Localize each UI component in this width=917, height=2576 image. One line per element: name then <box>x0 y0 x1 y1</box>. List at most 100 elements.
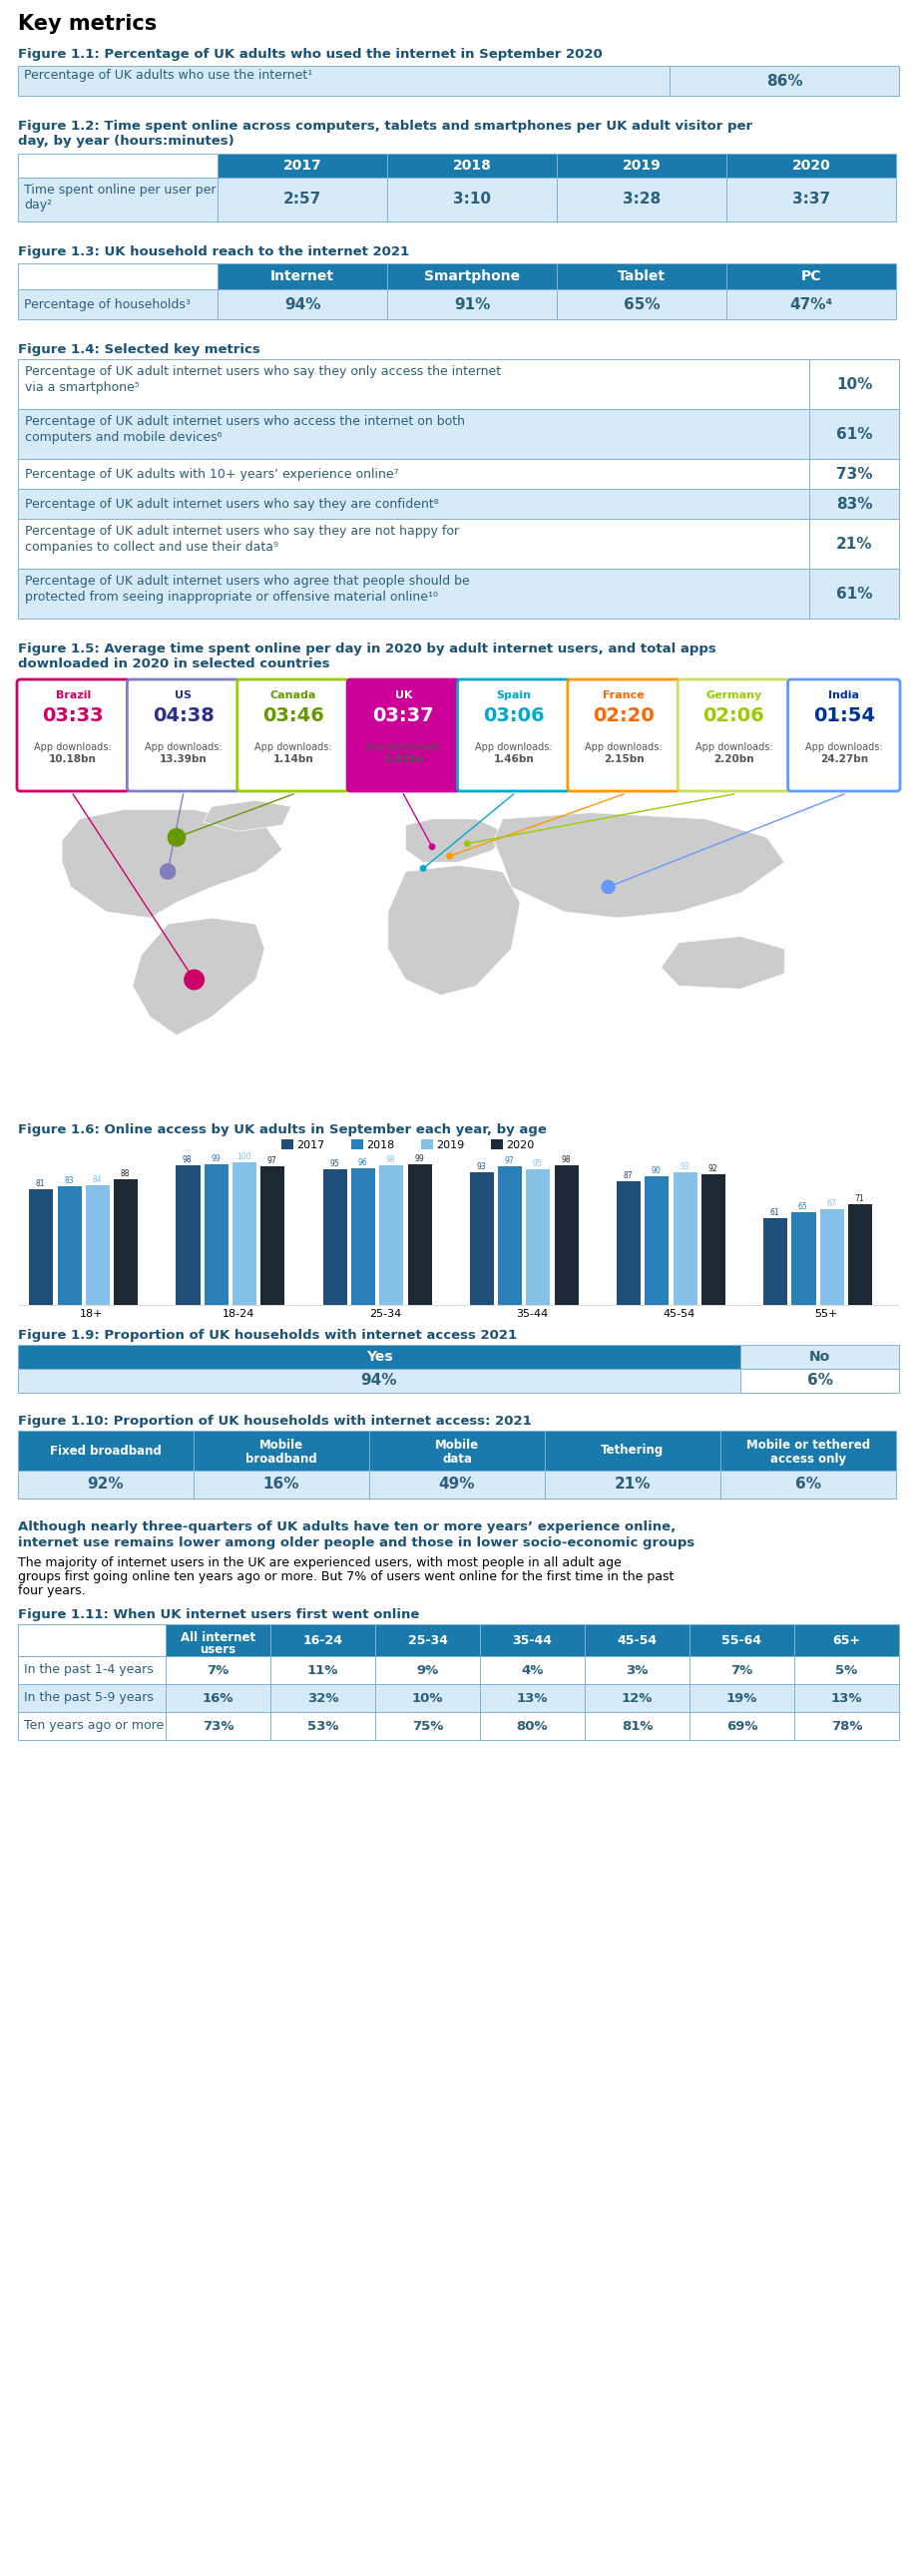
Bar <box>794 1656 899 1685</box>
Text: 10%: 10% <box>412 1692 443 1705</box>
Bar <box>271 1713 375 1739</box>
Bar <box>271 1625 375 1656</box>
Bar <box>271 1656 375 1685</box>
Bar <box>690 1625 794 1656</box>
Text: 65+: 65+ <box>833 1633 861 1646</box>
Bar <box>387 263 557 289</box>
Text: 12%: 12% <box>622 1692 653 1705</box>
Text: Figure 1.4: Selected key metrics: Figure 1.4: Selected key metrics <box>18 343 260 355</box>
Text: The majority of internet users in the UK are experienced users, with most people: The majority of internet users in the UK… <box>18 1556 622 1569</box>
Bar <box>555 1164 579 1306</box>
Text: 35-44: 35-44 <box>516 1309 548 1319</box>
Text: App downloads:: App downloads: <box>145 742 222 752</box>
Text: 98: 98 <box>386 1154 395 1164</box>
Bar <box>375 1625 480 1656</box>
Bar <box>18 793 899 1103</box>
Bar <box>18 263 217 289</box>
Bar <box>809 459 899 489</box>
Bar <box>809 489 899 518</box>
Text: Figure 1.6: Online access by UK adults in September each year, by age: Figure 1.6: Online access by UK adults i… <box>18 1123 547 1136</box>
Bar <box>85 1185 110 1306</box>
Text: 13.39bn: 13.39bn <box>160 755 207 765</box>
Circle shape <box>447 853 452 858</box>
Circle shape <box>465 840 470 848</box>
Text: Figure 1.5: Average time spent online per day in 2020 by adult internet users, a: Figure 1.5: Average time spent online pe… <box>18 641 716 670</box>
Bar <box>557 289 726 319</box>
Text: Figure 1.9: Proportion of UK households with internet access 2021: Figure 1.9: Proportion of UK households … <box>18 1329 517 1342</box>
Text: Mobile or tethered: Mobile or tethered <box>746 1437 870 1453</box>
Bar <box>480 1685 585 1713</box>
Text: Although nearly three-quarters of UK adults have ten or more years’ experience o: Although nearly three-quarters of UK adu… <box>18 1520 676 1533</box>
Text: 03:33: 03:33 <box>42 706 104 726</box>
Text: 1.14bn: 1.14bn <box>273 755 314 765</box>
Text: 53%: 53% <box>307 1721 338 1734</box>
Bar <box>820 1211 844 1306</box>
Text: 2018: 2018 <box>453 160 492 173</box>
Polygon shape <box>661 938 785 989</box>
Bar <box>480 1713 585 1739</box>
Text: 95: 95 <box>329 1159 339 1170</box>
Bar <box>791 1213 816 1306</box>
Bar <box>282 1139 293 1149</box>
Text: 81: 81 <box>36 1180 45 1188</box>
Text: four years.: four years. <box>18 1584 85 1597</box>
Bar <box>794 1713 899 1739</box>
Bar <box>387 178 557 222</box>
Circle shape <box>429 845 435 850</box>
Bar <box>166 1713 271 1739</box>
Bar <box>166 1625 271 1656</box>
Text: 65: 65 <box>798 1203 808 1211</box>
Text: 3:28: 3:28 <box>623 193 660 206</box>
Bar <box>18 289 217 319</box>
Text: PC: PC <box>801 270 822 283</box>
Bar <box>848 1203 872 1306</box>
Text: 90: 90 <box>651 1167 661 1175</box>
Text: via a smartphone⁵: via a smartphone⁵ <box>25 381 139 394</box>
Bar <box>726 155 896 178</box>
Text: 97: 97 <box>504 1157 514 1167</box>
Text: In the past 1-4 years: In the past 1-4 years <box>24 1664 153 1677</box>
FancyBboxPatch shape <box>127 680 239 791</box>
Text: Figure 1.10: Proportion of UK households with internet access: 2021: Figure 1.10: Proportion of UK households… <box>18 1414 532 1427</box>
Text: 25-34: 25-34 <box>369 1309 401 1319</box>
Text: 5%: 5% <box>835 1664 857 1677</box>
Bar <box>740 1345 899 1368</box>
Text: 2.41bn: 2.41bn <box>383 755 424 765</box>
Bar <box>585 1685 690 1713</box>
Bar <box>18 410 809 459</box>
Bar <box>351 1139 363 1149</box>
Text: 55+: 55+ <box>814 1309 837 1319</box>
Text: 10%: 10% <box>836 376 872 392</box>
Bar <box>18 1368 740 1394</box>
Text: 2:57: 2:57 <box>283 193 322 206</box>
Bar <box>166 1656 271 1685</box>
Polygon shape <box>203 801 291 832</box>
Bar <box>498 1167 522 1306</box>
Circle shape <box>168 829 185 845</box>
Bar <box>114 1180 138 1306</box>
Text: 2020: 2020 <box>792 160 831 173</box>
FancyBboxPatch shape <box>678 680 790 791</box>
Bar <box>702 1175 725 1306</box>
Text: 2020: 2020 <box>506 1141 534 1151</box>
Bar <box>18 569 809 618</box>
Bar <box>217 263 387 289</box>
Text: 03:37: 03:37 <box>372 706 434 726</box>
Text: computers and mobile devices⁶: computers and mobile devices⁶ <box>25 430 222 443</box>
Bar <box>217 178 387 222</box>
Text: 49%: 49% <box>439 1476 475 1492</box>
Text: India: India <box>828 690 859 701</box>
Text: 87: 87 <box>624 1172 633 1180</box>
Polygon shape <box>62 809 282 917</box>
FancyBboxPatch shape <box>17 680 129 791</box>
Text: 7%: 7% <box>731 1664 753 1677</box>
Bar <box>545 1430 721 1471</box>
Bar <box>18 459 809 489</box>
Text: Percentage of UK adult internet users who say they are confident⁸: Percentage of UK adult internet users wh… <box>25 497 439 510</box>
Text: 2019: 2019 <box>623 160 661 173</box>
Bar <box>545 1471 721 1499</box>
Text: 99: 99 <box>414 1154 424 1162</box>
Bar <box>351 1167 375 1306</box>
Text: 3:37: 3:37 <box>792 193 830 206</box>
Bar <box>645 1177 668 1306</box>
